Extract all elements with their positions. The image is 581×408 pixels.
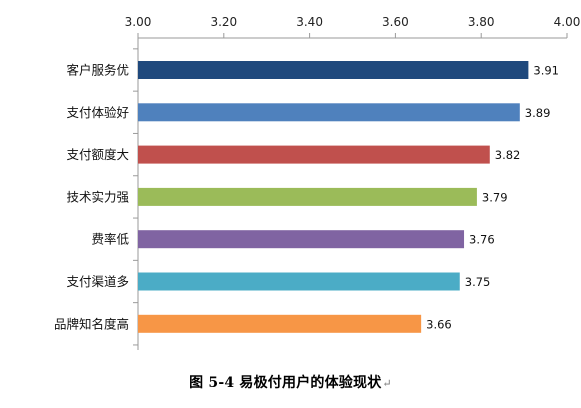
category-label: 品牌知名度高	[54, 316, 129, 331]
bar	[138, 230, 465, 249]
category-label: 费率低	[91, 232, 129, 247]
data-label: 3.91	[533, 64, 559, 78]
bar	[138, 145, 490, 164]
x-tick-label: 3.20	[210, 15, 237, 29]
category-label: 支付额度大	[66, 147, 129, 162]
data-label: 3.76	[469, 233, 495, 247]
data-label: 3.82	[495, 148, 521, 162]
category-label: 客户服务优	[66, 63, 129, 78]
x-tick-label: 3.00	[125, 15, 152, 29]
figure-caption: 图 5-4 易极付用户的体验现状↵	[0, 372, 581, 392]
data-label: 3.66	[426, 317, 452, 331]
bar	[138, 187, 477, 206]
bar	[138, 314, 422, 333]
caption-text: 图 5-4 易极付用户的体验现状	[189, 375, 382, 391]
category-label: 支付渠道多	[66, 274, 129, 289]
bar	[138, 272, 460, 291]
data-label: 3.75	[465, 275, 491, 289]
category-label: 支付体验好	[66, 105, 129, 120]
bar-chart: 3.00 3.20 3.40 3.60 3.80 4.00 客户服务优 3.91 支付体验好 3.…	[54, 15, 581, 350]
data-label: 3.89	[525, 106, 551, 120]
bar	[138, 103, 520, 122]
bar	[138, 61, 529, 79]
x-tick-label: 3.40	[296, 15, 323, 29]
x-tick-label: 3.60	[382, 15, 409, 29]
category-label: 技术实力强	[66, 189, 129, 204]
paragraph-return-mark: ↵	[382, 377, 392, 390]
data-label: 3.79	[482, 190, 508, 204]
x-tick-label: 3.80	[468, 15, 495, 29]
chart-canvas: 3.00 3.20 3.40 3.60 3.80 4.00 客户服务优 3.91 支付体验好 3.…	[54, 15, 581, 350]
x-tick-label: 4.00	[554, 15, 581, 29]
